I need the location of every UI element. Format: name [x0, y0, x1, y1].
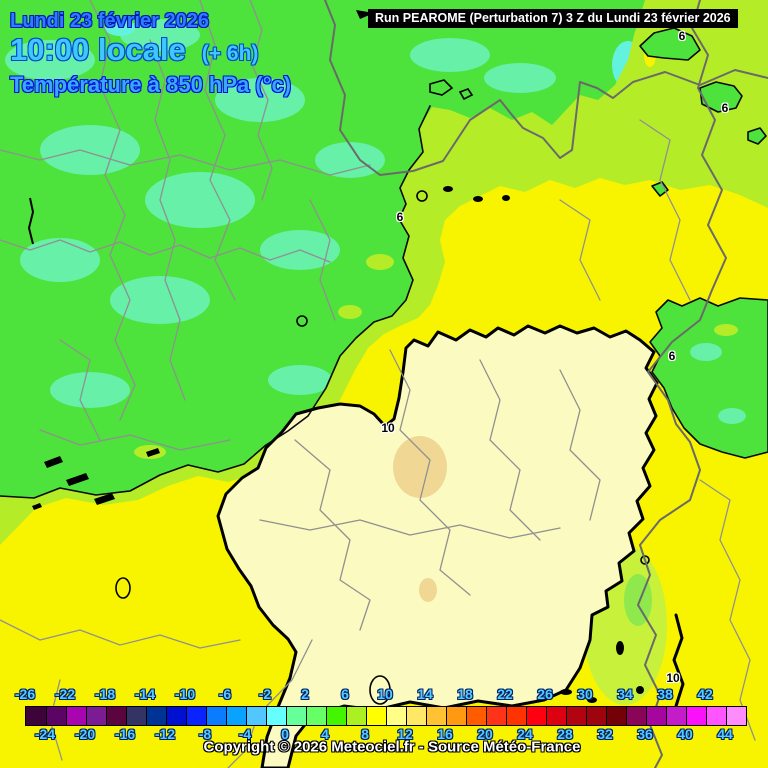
forecast-offset: (+ 6h) — [201, 42, 259, 65]
scale-cell — [426, 707, 446, 725]
scale-cell — [706, 707, 726, 725]
scale-cell — [446, 707, 466, 725]
local-time: 10:00 locale — [10, 32, 186, 67]
terrain-marks — [27, 10, 597, 705]
isotherm-label-6: 6 — [668, 349, 676, 363]
scale-cell — [546, 707, 566, 725]
scale-cell — [246, 707, 266, 725]
scale-cell — [386, 707, 406, 725]
scale-cell — [566, 707, 586, 725]
map-region-tan-patches — [393, 436, 447, 602]
scale-cell — [126, 707, 146, 725]
scale-cell — [86, 707, 106, 725]
map-green-islands-ne — [429, 27, 767, 197]
map-region-cream-10deg — [216, 324, 659, 768]
scale-cell — [66, 707, 86, 725]
scale-cell — [46, 707, 66, 725]
scale-cell — [166, 707, 186, 725]
scale-cell — [346, 707, 366, 725]
variable-label: Température à 850 hPa (°c) — [10, 72, 292, 97]
date-label: Lundi 23 février 2026 — [10, 10, 209, 32]
scale-cell — [286, 707, 306, 725]
scale-cell — [266, 707, 286, 725]
isotherm-6-line — [0, 105, 431, 499]
scale-cell — [26, 707, 46, 725]
scale-cell — [226, 707, 246, 725]
scale-cell — [606, 707, 626, 725]
map-region-green-east — [649, 297, 768, 459]
scale-cell — [326, 707, 346, 725]
scale-cell — [726, 707, 746, 725]
time-label: 10:00 locale (+ 6h) — [10, 32, 258, 68]
scale-cell — [466, 707, 486, 725]
scale-cell — [686, 707, 706, 725]
isotherm-label-10: 10 — [666, 671, 680, 685]
copyright-notice: Copyright © 2026 Meteociel.fr - Source M… — [203, 738, 581, 756]
country-borders — [324, 0, 768, 768]
run-banner: Run PEAROME (Perturbation 7) 3 Z du Lund… — [368, 9, 738, 28]
scale-cell — [506, 707, 526, 725]
scale-cell — [486, 707, 506, 725]
scale-cell — [366, 707, 386, 725]
scale-cell — [146, 707, 166, 725]
scale-cell — [206, 707, 226, 725]
scale-cell — [666, 707, 686, 725]
scale-cell — [586, 707, 606, 725]
scale-cell — [186, 707, 206, 725]
scale-cell — [106, 707, 126, 725]
scale-cell — [626, 707, 646, 725]
isotherm-label-10: 10 — [381, 421, 395, 435]
isotherm-label-6: 6 — [721, 101, 729, 115]
temperature-scale-bar — [25, 706, 747, 726]
scale-cell — [646, 707, 666, 725]
scale-cell — [526, 707, 546, 725]
scale-cell — [306, 707, 326, 725]
isotherm-label-6: 6 — [678, 29, 686, 43]
isotherm-label-6: 6 — [396, 210, 404, 224]
scale-cell — [406, 707, 426, 725]
